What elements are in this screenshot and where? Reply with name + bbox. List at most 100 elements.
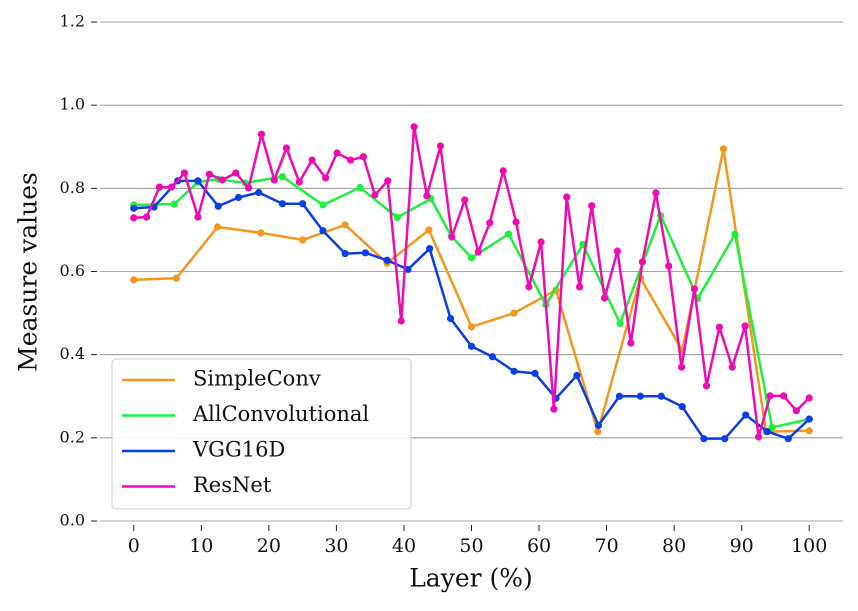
legend-label: ResNet <box>193 473 272 497</box>
data-point <box>537 238 545 246</box>
data-point <box>213 223 222 231</box>
data-point <box>531 369 539 377</box>
data-point <box>763 427 771 436</box>
data-point <box>257 229 265 237</box>
data-point <box>130 204 138 212</box>
x-tick-label: 80 <box>662 535 686 557</box>
data-point <box>510 367 518 375</box>
data-point <box>575 283 584 291</box>
y-tick-label: 0.6 <box>60 261 85 280</box>
x-tick-label: 20 <box>257 535 281 557</box>
data-point <box>130 214 138 222</box>
x-axis-label: Layer (%) <box>409 564 533 593</box>
data-point <box>512 218 520 226</box>
data-point <box>410 123 418 131</box>
data-point <box>341 221 349 229</box>
data-point <box>257 130 266 138</box>
data-point <box>346 156 355 164</box>
data-point <box>426 245 434 253</box>
data-point <box>397 317 405 325</box>
data-point <box>742 411 750 419</box>
data-point <box>356 183 364 192</box>
data-point <box>446 314 455 323</box>
data-point <box>130 276 138 284</box>
data-point <box>600 294 609 302</box>
y-axis-label: Measure values <box>14 172 43 372</box>
data-point <box>594 421 603 429</box>
legend-box <box>111 358 412 510</box>
y-tick-label: 1.0 <box>60 95 85 114</box>
data-point <box>423 192 431 200</box>
x-tick-label: 100 <box>791 535 827 557</box>
data-point <box>594 427 602 436</box>
data-point <box>404 265 412 274</box>
data-point <box>627 339 635 347</box>
data-point <box>615 392 624 400</box>
data-point <box>461 196 469 204</box>
data-point <box>234 193 243 202</box>
data-point <box>588 202 596 210</box>
x-tick-label: 10 <box>189 535 213 557</box>
data-point <box>741 322 749 330</box>
data-point <box>613 247 621 255</box>
data-point <box>728 363 736 371</box>
data-point <box>488 353 497 361</box>
data-point <box>616 319 624 328</box>
data-point <box>278 173 286 181</box>
data-point <box>805 427 813 435</box>
data-point <box>295 178 303 186</box>
data-point <box>282 144 291 152</box>
data-point <box>299 200 307 208</box>
x-tick-label: 60 <box>527 535 551 557</box>
data-point <box>180 169 189 177</box>
x-tick-label: 90 <box>730 535 754 557</box>
data-point <box>499 167 507 175</box>
data-point <box>467 254 476 262</box>
data-point <box>278 200 286 208</box>
data-point <box>371 191 379 199</box>
data-point <box>333 149 341 157</box>
x-tick-label: 30 <box>324 535 348 557</box>
data-point <box>702 382 711 390</box>
data-point <box>467 342 476 350</box>
data-point <box>563 193 571 201</box>
x-tick-label: 70 <box>594 535 618 557</box>
data-point <box>319 201 327 209</box>
data-point <box>486 219 494 227</box>
data-point <box>652 189 660 197</box>
data-point <box>218 176 226 184</box>
data-point <box>766 392 774 400</box>
data-point <box>467 323 476 331</box>
data-point <box>719 145 728 153</box>
data-point <box>690 285 699 293</box>
y-tick-label: 1.2 <box>60 12 85 31</box>
data-point <box>448 233 456 241</box>
data-point <box>636 392 644 400</box>
data-point <box>779 392 788 400</box>
data-point <box>194 213 202 221</box>
data-point <box>341 250 349 258</box>
data-point <box>167 183 176 191</box>
data-point <box>805 415 813 423</box>
data-point <box>299 236 307 244</box>
data-point <box>232 169 240 177</box>
data-point <box>510 309 518 317</box>
data-point <box>754 433 763 441</box>
y-tick-label: 0.8 <box>60 178 85 197</box>
x-tick-label: 50 <box>459 535 483 557</box>
data-point <box>474 248 482 256</box>
data-point <box>245 184 253 192</box>
x-tick-label: 0 <box>128 535 140 557</box>
y-tick-label: 0.2 <box>60 427 85 446</box>
legend-label: AllConvolutional <box>192 402 369 426</box>
data-point <box>172 274 180 282</box>
data-point <box>383 256 391 264</box>
data-point <box>721 435 729 443</box>
data-point <box>505 230 513 238</box>
data-point <box>638 258 646 266</box>
data-point <box>425 226 433 234</box>
data-point <box>322 174 330 182</box>
data-point <box>573 371 581 380</box>
